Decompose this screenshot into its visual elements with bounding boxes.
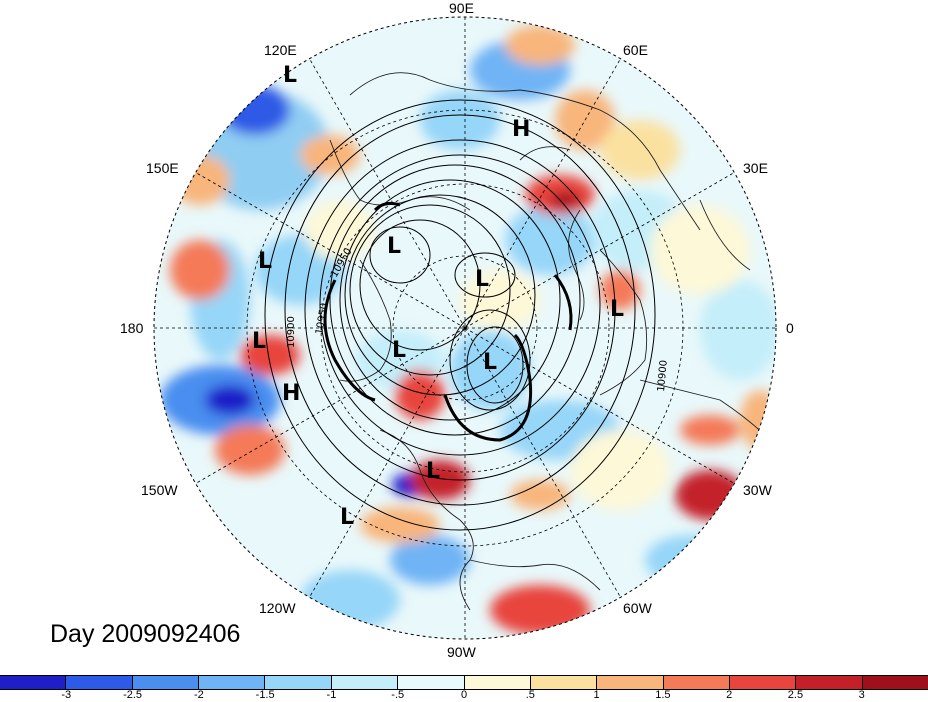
high-russia-label: H bbox=[512, 117, 530, 142]
lon-label-150w: 150W bbox=[141, 482, 178, 498]
colorbar-segment bbox=[530, 676, 598, 689]
low-north-atlantic-label: L bbox=[610, 297, 624, 322]
lon-label-30w: 30W bbox=[743, 482, 772, 498]
lon-label-180: 180 bbox=[120, 320, 144, 336]
colorbar-segment bbox=[0, 676, 67, 689]
colorbar-tick-label: -1 bbox=[326, 689, 337, 701]
colorbar-segment bbox=[464, 676, 531, 689]
colorbar-tick-label: -2 bbox=[193, 689, 204, 701]
colorbar-tick-label: 1.5 bbox=[655, 689, 671, 701]
high-north-pacific-label: H bbox=[282, 381, 300, 406]
colorbar-segment bbox=[729, 676, 797, 689]
colorbar-tick-label: 0 bbox=[460, 689, 468, 701]
colorbar-segment bbox=[265, 676, 332, 689]
low-aleutian-label: L bbox=[252, 329, 266, 354]
colorbar-segment bbox=[132, 676, 200, 689]
colorbar-segment bbox=[66, 676, 133, 689]
lon-label-120e: 120E bbox=[264, 42, 297, 58]
lon-label-60e: 60E bbox=[623, 42, 648, 58]
low-east-pacific-label: L bbox=[340, 505, 354, 530]
colorbar-tick-label: -1.5 bbox=[255, 689, 275, 701]
colorbar-tick-label: 2.5 bbox=[787, 689, 804, 701]
colorbar-tick-label: 3 bbox=[858, 689, 865, 701]
low-arctic-label: L bbox=[475, 267, 489, 292]
colorbar-tick-label: 1 bbox=[593, 689, 600, 701]
colorbar-segment bbox=[796, 676, 863, 689]
colorbar-tick-label: -3 bbox=[61, 689, 72, 701]
colorbar-tick-label: -2.5 bbox=[123, 689, 143, 701]
lon-label-90w: 90W bbox=[447, 644, 476, 660]
low-great-lakes-label: L bbox=[426, 459, 440, 484]
contour-label: 10900 bbox=[656, 360, 670, 393]
colorbar-tick-label: -.5 bbox=[391, 689, 405, 701]
lon-label-60w: 60W bbox=[623, 600, 652, 616]
colorbar bbox=[0, 675, 928, 690]
colorbar-segment bbox=[331, 676, 399, 689]
anomaly-field bbox=[154, 17, 776, 639]
colorbar-tick-label: .5 bbox=[525, 689, 535, 701]
colorbar-segment bbox=[398, 676, 465, 689]
lon-label-90e: 90E bbox=[449, 0, 474, 16]
low-120e-label: L bbox=[283, 63, 297, 88]
contour-label: 10900 bbox=[286, 316, 297, 348]
low-alaska-label: L bbox=[392, 338, 406, 363]
low-bering-label: L bbox=[258, 249, 272, 274]
colorbar-segment bbox=[597, 676, 664, 689]
colorbar-segment bbox=[663, 676, 730, 689]
lon-label-0: 0 bbox=[786, 320, 794, 336]
lon-label-120w: 120W bbox=[259, 600, 296, 616]
colorbar-tick-label: 2 bbox=[726, 689, 733, 701]
day-title: Day 2009092406 bbox=[50, 620, 241, 648]
colorbar-segment bbox=[862, 676, 928, 689]
contour-label: 10950 bbox=[314, 302, 330, 335]
low-east-siberia-label: L bbox=[387, 234, 401, 259]
lon-label-30e: 30E bbox=[743, 160, 768, 176]
low-canada-label: L bbox=[483, 350, 497, 375]
lon-label-150e: 150E bbox=[146, 160, 179, 176]
colorbar-segment bbox=[199, 676, 266, 689]
map-boundary bbox=[153, 16, 777, 640]
